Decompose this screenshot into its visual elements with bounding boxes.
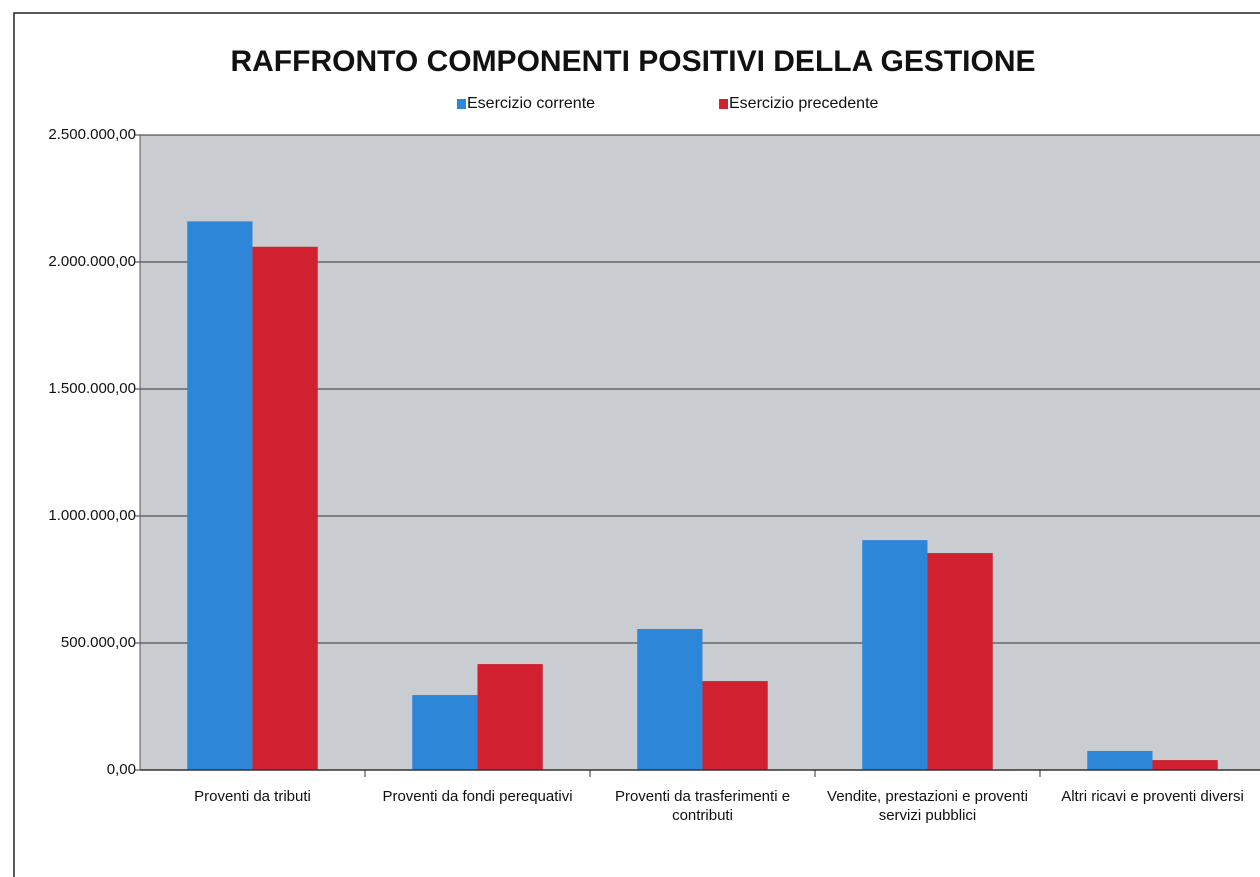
y-tick-label: 1.500.000,00: [48, 380, 136, 397]
bar: [862, 540, 928, 770]
bar: [1152, 760, 1218, 770]
chart-title: RAFFRONTO COMPONENTI POSITIVI DELLA GEST…: [230, 45, 1035, 78]
x-tick-label: Vendite, prestazioni e proventi servizi …: [827, 788, 1028, 824]
bar: [1087, 750, 1153, 770]
bar: [252, 246, 318, 770]
y-tick-label: 2.500.000,00: [48, 126, 136, 143]
y-tick-label: 2.000.000,00: [48, 253, 136, 270]
legend-swatch: [457, 99, 466, 109]
bar: [702, 681, 768, 770]
x-tick-label: Proventi da fondi perequativi: [382, 788, 573, 805]
legend-label: Esercizio corrente: [467, 95, 595, 112]
legend-swatch: [719, 99, 728, 109]
x-tick-label: Proventi da trasferimenti e contributi: [614, 788, 791, 824]
bar: [412, 695, 478, 770]
x-tick-label: Altri ricavi e proventi diversi: [1061, 788, 1244, 805]
legend-label: Esercizio precedente: [729, 95, 879, 112]
y-tick-label: 500.000,00: [61, 634, 136, 651]
bar: [637, 629, 703, 770]
y-tick-label: 0,00: [107, 761, 136, 778]
bar: [187, 221, 253, 771]
bar: [477, 664, 543, 770]
x-tick-label: Proventi da tributi: [194, 788, 311, 805]
bar: [927, 553, 993, 770]
y-tick-label: 1.000.000,00: [48, 507, 136, 524]
